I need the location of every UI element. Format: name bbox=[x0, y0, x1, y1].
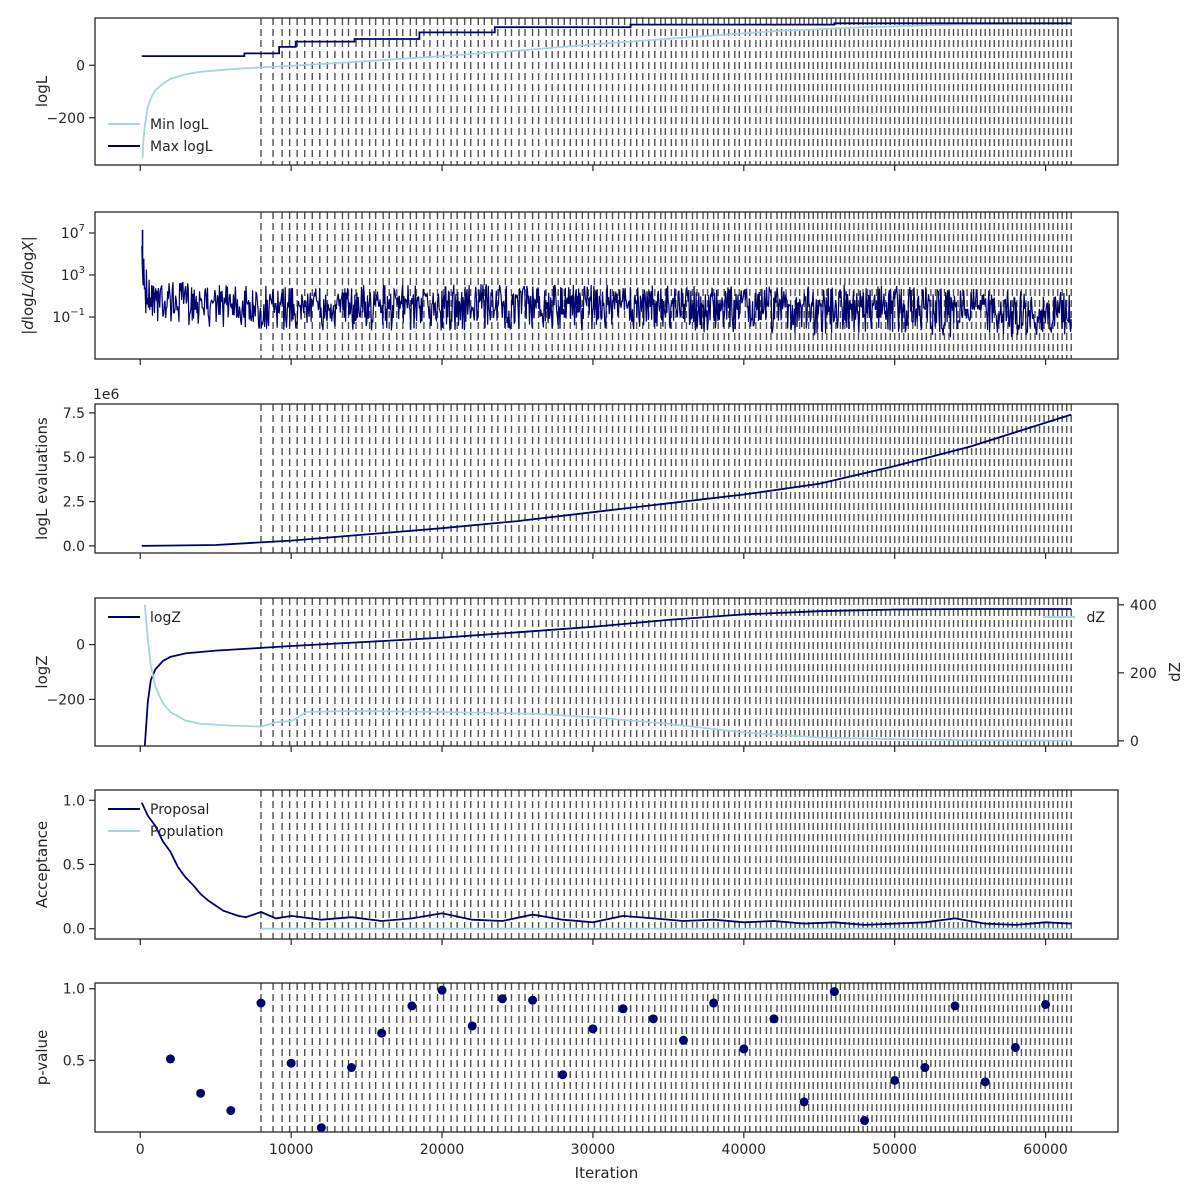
right-y-axis-label: dZ bbox=[1166, 662, 1184, 682]
x-tick-label: 0 bbox=[136, 1142, 145, 1158]
p-value-point bbox=[739, 1044, 749, 1054]
p-value-point bbox=[980, 1077, 990, 1087]
x-tick-label: 30000 bbox=[571, 1142, 616, 1158]
proposal-line bbox=[140, 802, 1072, 926]
legend-label: Min logL bbox=[150, 117, 209, 133]
p-value-point bbox=[890, 1075, 900, 1085]
p-value-point bbox=[618, 1004, 628, 1014]
y-tick-label: 0.0 bbox=[63, 922, 85, 938]
panel-1: 0 −200 logL Min logL Max logL bbox=[33, 17, 1119, 171]
y-tick-label: 7.5 bbox=[63, 406, 85, 422]
plot-area bbox=[141, 18, 1072, 165]
y-axis-label: |dlogL/dlogX| bbox=[19, 236, 37, 335]
panel-frame bbox=[94, 17, 1119, 166]
y-tick-label: 1.0 bbox=[63, 982, 85, 998]
x-axis-label: Iteration bbox=[575, 1164, 639, 1182]
dlogl-dlogx-line bbox=[141, 245, 1072, 338]
p-value-point bbox=[347, 1063, 357, 1073]
panel-frame bbox=[94, 211, 1119, 360]
y-tick-label: 1.0 bbox=[63, 793, 85, 809]
plot-area bbox=[143, 598, 1072, 746]
p-value-point bbox=[467, 1021, 477, 1031]
y-axis-label: Acceptance bbox=[33, 821, 51, 908]
panel-5: 0.0 0.5 1.0 Acceptance Proposal Population bbox=[33, 789, 1119, 945]
right-y-tick-label: 400 bbox=[1130, 598, 1157, 614]
p-value-point bbox=[286, 1058, 296, 1068]
panel-frame bbox=[94, 982, 1119, 1133]
y-axis-label: logZ bbox=[33, 655, 51, 688]
y-tick-label: −200 bbox=[47, 111, 85, 127]
p-value-point bbox=[950, 1001, 960, 1011]
panel-4: 0 −200 logZ 0 200 400 dZ logZ dZ bbox=[33, 597, 1184, 752]
p-value-point bbox=[920, 1063, 930, 1073]
y-tick-label: 2.5 bbox=[63, 495, 85, 511]
p-value-point bbox=[528, 995, 538, 1005]
plot-area bbox=[141, 404, 1072, 553]
y-tick-label: 0.0 bbox=[63, 539, 85, 555]
p-value-point bbox=[165, 1054, 175, 1064]
p-value-point bbox=[1010, 1042, 1020, 1052]
panel-2: 107 103 10−1 |dlogL/dlogX| bbox=[19, 211, 1119, 365]
y-tick-label: 103 bbox=[61, 265, 85, 284]
p-value-point bbox=[558, 1070, 568, 1080]
x-tick-label: 50000 bbox=[872, 1142, 917, 1158]
y-tick-label: 0.5 bbox=[63, 1053, 85, 1069]
p-value-point bbox=[377, 1028, 387, 1038]
y-tick-label: 5.0 bbox=[63, 450, 85, 466]
y-tick-label: −200 bbox=[47, 692, 85, 708]
y-tick-label: 107 bbox=[61, 223, 85, 242]
legend-label: Max logL bbox=[150, 139, 213, 155]
panel-frame bbox=[94, 403, 1119, 554]
x-tick-label: 20000 bbox=[420, 1142, 465, 1158]
panel-frame bbox=[94, 597, 1119, 747]
x-tick-label: 10000 bbox=[269, 1142, 314, 1158]
p-value-point bbox=[799, 1097, 809, 1107]
p-value-point bbox=[316, 1123, 326, 1132]
y-tick-label: 0.5 bbox=[63, 858, 85, 874]
p-value-point bbox=[829, 987, 839, 997]
right-y-tick-label: 0 bbox=[1130, 734, 1139, 750]
p-value-point bbox=[678, 1035, 688, 1045]
panel-6: 0 10000 20000 30000 40000 50000 60000 0.5 1.0 p-v… bbox=[33, 982, 1119, 1158]
plot-area bbox=[165, 983, 1072, 1132]
logz-line bbox=[143, 608, 1072, 746]
plot-area bbox=[141, 212, 1072, 359]
max-logl-line bbox=[141, 22, 1072, 57]
p-value-point bbox=[497, 994, 507, 1004]
p-value-point bbox=[648, 1014, 658, 1024]
x-tick-label: 60000 bbox=[1023, 1142, 1068, 1158]
p-value-point bbox=[709, 998, 719, 1008]
y-axis-label: logL evaluations bbox=[33, 417, 51, 540]
legend-label: Proposal bbox=[150, 802, 209, 818]
min-logl-line bbox=[141, 22, 1072, 159]
y-tick-label: 10−1 bbox=[52, 307, 85, 326]
legend-label: logZ bbox=[150, 610, 181, 626]
y-tick-label: 0 bbox=[76, 58, 85, 74]
p-value-point bbox=[226, 1106, 236, 1116]
plot-area bbox=[140, 790, 1072, 939]
p-value-point bbox=[769, 1014, 779, 1024]
y-axis-label: logL bbox=[33, 75, 51, 107]
legend-label: Population bbox=[150, 824, 224, 840]
p-value-point bbox=[860, 1116, 870, 1126]
p-value-point bbox=[588, 1024, 598, 1034]
legend-label: dZ bbox=[1087, 610, 1105, 626]
y-offset-text: 1e6 bbox=[93, 387, 120, 403]
x-tick-label: 40000 bbox=[722, 1142, 767, 1158]
right-y-tick-label: 200 bbox=[1130, 666, 1157, 682]
y-tick-label: 0 bbox=[76, 638, 85, 654]
p-value-point bbox=[196, 1088, 206, 1098]
p-value-point bbox=[437, 985, 447, 995]
panel-3: 0.0 2.5 5.0 7.5 logL evaluations 1e6 bbox=[33, 387, 1119, 559]
dz-line bbox=[143, 604, 1072, 742]
p-value-point bbox=[1041, 999, 1051, 1009]
p-value-point bbox=[256, 998, 266, 1008]
series-line bbox=[141, 413, 1072, 547]
y-axis-label: p-value bbox=[33, 1030, 51, 1086]
p-value-point bbox=[407, 1001, 417, 1011]
